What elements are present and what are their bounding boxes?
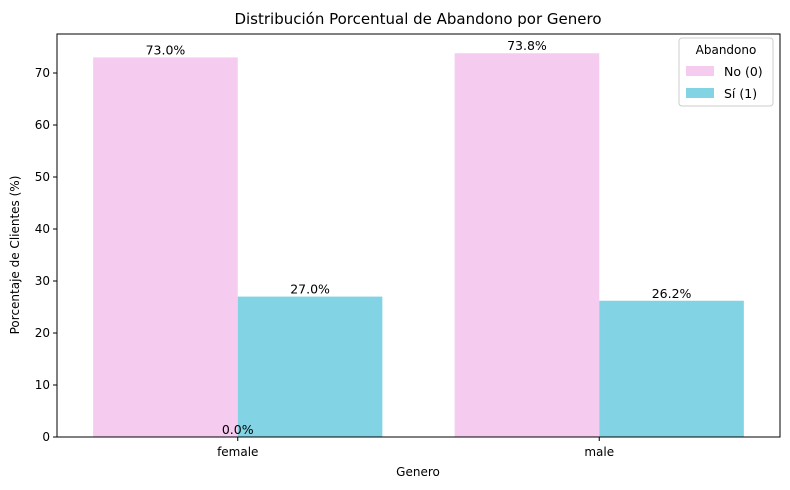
- bar: [599, 300, 744, 437]
- y-tick-label: 60: [35, 118, 50, 132]
- x-axis-label: Genero: [396, 465, 440, 479]
- plot-area: 73.0% 73.8% 27.0% 26.2% 0.0% 0 10 20 30 40 50 60 70 f…: [35, 33, 781, 459]
- bar: [454, 53, 600, 438]
- legend-label: No (0): [724, 64, 763, 79]
- bar: [93, 57, 238, 438]
- chart-title: Distribución Porcentual de Abandono por …: [234, 10, 601, 28]
- x-tick-label: male: [584, 445, 614, 459]
- y-tick-label: 30: [35, 274, 50, 288]
- axes-frame: [56, 33, 781, 438]
- legend-swatch: [686, 66, 714, 76]
- y-tick-label: 0: [42, 430, 50, 444]
- data-label: 27.0%: [290, 282, 330, 297]
- legend: Abandono No (0) Sí (1): [678, 37, 774, 107]
- y-tick-label: 40: [35, 222, 50, 236]
- x-tick-label: female: [217, 445, 258, 459]
- y-axis-label: Porcentaje de Clientes (%): [8, 176, 22, 335]
- y-tick-label: 10: [35, 378, 50, 392]
- data-label: 0.0%: [222, 422, 254, 437]
- data-label: 73.0%: [146, 42, 186, 57]
- legend-label: Sí (1): [724, 86, 757, 101]
- legend-swatch: [686, 88, 714, 98]
- legend-title: Abandono: [696, 43, 757, 57]
- y-tick-label: 70: [35, 66, 50, 80]
- data-label: 73.8%: [507, 38, 547, 53]
- y-tick-label: 50: [35, 170, 50, 184]
- data-label: 26.2%: [652, 286, 692, 301]
- bar: [237, 296, 383, 437]
- y-tick-label: 20: [35, 326, 50, 340]
